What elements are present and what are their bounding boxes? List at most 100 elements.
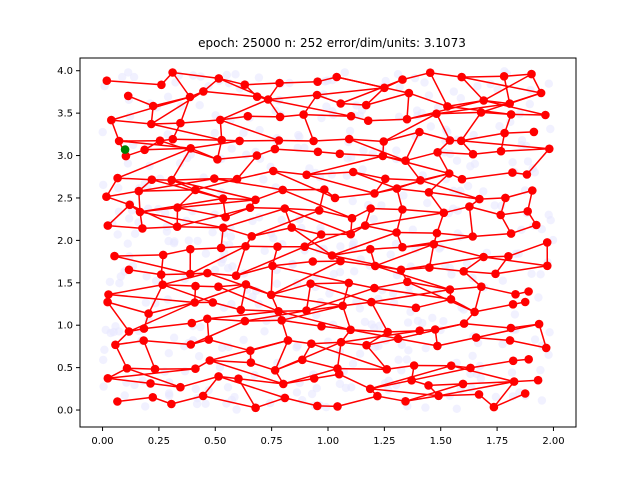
sample-point [404, 346, 412, 354]
network-node [199, 87, 208, 96]
sample-point [260, 327, 268, 335]
network-node [361, 221, 370, 230]
network-node [309, 137, 318, 146]
sample-point [193, 400, 201, 408]
network-node [146, 379, 155, 388]
sample-point [115, 327, 123, 335]
network-node [176, 119, 185, 128]
network-node [379, 152, 388, 161]
sample-point [231, 70, 239, 78]
sample-point [114, 230, 122, 238]
network-node [149, 102, 158, 111]
network-edge [161, 274, 190, 275]
network-node [241, 317, 250, 326]
network-node [247, 232, 256, 241]
sample-point [538, 396, 546, 404]
network-node [111, 341, 120, 350]
network-node [188, 319, 197, 328]
network-node [366, 245, 375, 254]
network-node [123, 364, 132, 373]
sample-point [99, 356, 107, 364]
network-node [336, 150, 345, 159]
sample-point [239, 129, 247, 137]
network-node [509, 357, 518, 366]
sample-point [450, 87, 458, 95]
y-tick-label: 1.5 [57, 278, 73, 289]
network-node [337, 338, 346, 347]
network-node [104, 290, 113, 299]
sample-point [428, 314, 436, 322]
network-node [191, 282, 200, 291]
network-node [241, 80, 250, 89]
network-node [253, 92, 262, 101]
x-tick-label: 1.00 [317, 436, 339, 447]
network-node [187, 340, 196, 349]
sample-point [346, 127, 354, 135]
network-node [366, 385, 375, 394]
x-tick-label: 1.50 [430, 436, 452, 447]
sample-point [468, 352, 476, 360]
network-node [349, 168, 358, 177]
network-node [242, 280, 251, 289]
sample-point [477, 374, 485, 382]
network-node [541, 111, 550, 120]
sample-point [453, 157, 461, 165]
network-node [392, 228, 401, 237]
sample-point [447, 270, 455, 278]
sample-point [99, 128, 107, 136]
network-edge [338, 369, 387, 370]
sample-point [239, 336, 247, 344]
sample-point [545, 211, 553, 219]
network-node [528, 186, 537, 195]
sample-point [165, 349, 173, 357]
network-node [158, 280, 167, 289]
network-node [269, 167, 278, 176]
network-node [102, 192, 111, 201]
sample-point [295, 133, 303, 141]
y-tick-label: 1.0 [57, 321, 73, 332]
network-node [173, 203, 182, 212]
sample-point [439, 317, 447, 325]
network-node [320, 185, 329, 194]
network-node [314, 148, 323, 157]
network-node [215, 74, 224, 83]
network-node [362, 101, 371, 110]
network-node [338, 302, 347, 311]
sample-point [511, 310, 519, 318]
network-node [345, 135, 354, 144]
network-node [186, 245, 195, 254]
sample-point [499, 277, 507, 285]
network-node [139, 336, 148, 345]
network-node [332, 73, 341, 82]
network-node [508, 168, 517, 177]
sample-point [341, 68, 349, 76]
sample-point [259, 175, 267, 183]
sample-point [479, 187, 487, 195]
network-edge [248, 116, 280, 117]
network-node [394, 334, 403, 343]
network-node [521, 298, 530, 307]
sample-point [139, 377, 147, 385]
sample-point [545, 80, 553, 88]
sample-point [273, 280, 281, 288]
network-node [113, 397, 122, 406]
network-node [213, 155, 222, 164]
network-node [275, 136, 284, 145]
network-node [103, 76, 112, 85]
network-node [138, 224, 147, 233]
sample-point [106, 278, 114, 286]
network-edge [279, 141, 314, 142]
sample-point [369, 149, 377, 157]
sample-point [361, 318, 369, 326]
network-node [443, 102, 452, 111]
sample-point [404, 318, 412, 326]
network-node [426, 68, 435, 77]
x-tick-label: 0.75 [261, 436, 283, 447]
network-node [535, 320, 544, 329]
sample-point [536, 270, 544, 278]
sample-point [342, 384, 350, 392]
network-node [534, 376, 543, 385]
network-node [532, 221, 541, 230]
network-node [214, 372, 223, 381]
